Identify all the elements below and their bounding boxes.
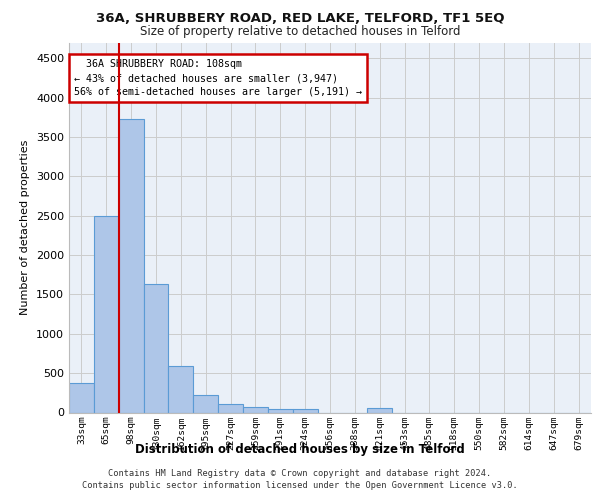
Bar	[169, 366, 193, 412]
Bar	[367, 408, 392, 412]
Bar	[143, 284, 169, 412]
Text: Size of property relative to detached houses in Telford: Size of property relative to detached ho…	[140, 25, 460, 38]
Text: Distribution of detached houses by size in Telford: Distribution of detached houses by size …	[135, 442, 465, 456]
Text: 36A SHRUBBERY ROAD: 108sqm
← 43% of detached houses are smaller (3,947)
56% of s: 36A SHRUBBERY ROAD: 108sqm ← 43% of deta…	[74, 59, 362, 97]
Bar	[293, 409, 317, 412]
Bar	[94, 216, 119, 412]
Y-axis label: Number of detached properties: Number of detached properties	[20, 140, 31, 315]
Text: 36A, SHRUBBERY ROAD, RED LAKE, TELFORD, TF1 5EQ: 36A, SHRUBBERY ROAD, RED LAKE, TELFORD, …	[96, 12, 504, 26]
Bar	[119, 120, 143, 412]
Bar	[268, 408, 293, 412]
Bar	[243, 408, 268, 412]
Text: Contains HM Land Registry data © Crown copyright and database right 2024.: Contains HM Land Registry data © Crown c…	[109, 470, 491, 478]
Bar	[218, 404, 243, 412]
Bar	[69, 383, 94, 412]
Bar	[193, 395, 218, 412]
Text: Contains public sector information licensed under the Open Government Licence v3: Contains public sector information licen…	[82, 480, 518, 490]
